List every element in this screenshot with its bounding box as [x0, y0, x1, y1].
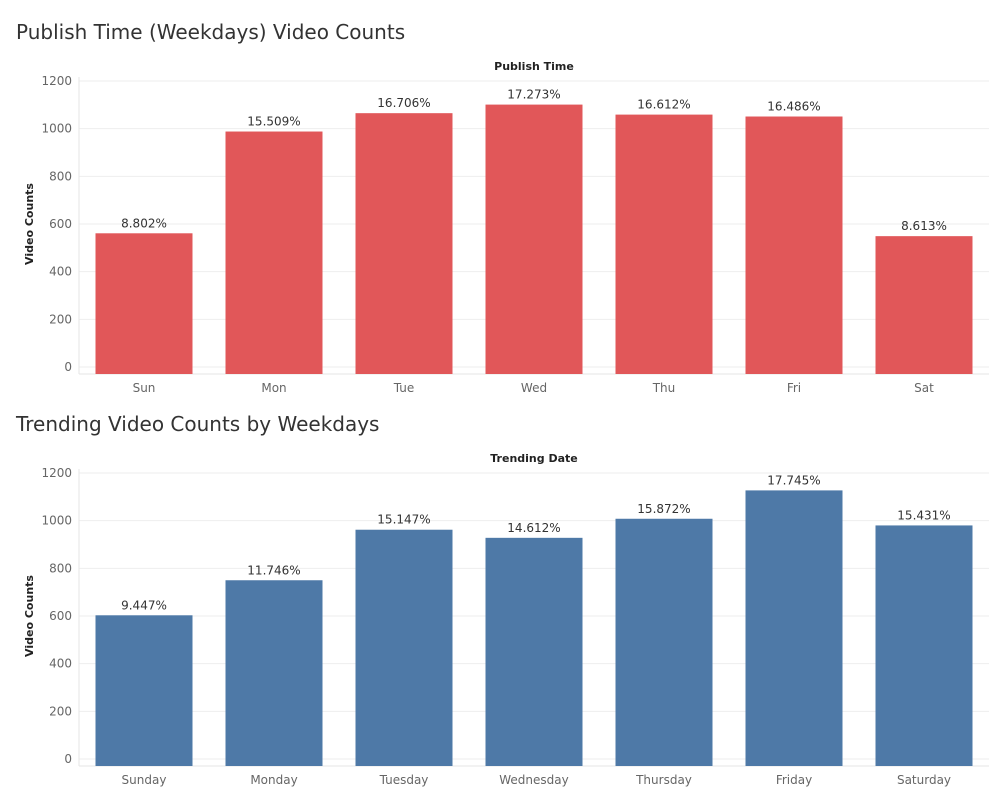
y-axis-label: Video Counts — [23, 183, 36, 265]
x-tick-label: Fri — [787, 381, 801, 395]
chart-2-title: Trending Video Counts by Weekdays — [16, 412, 380, 436]
bar-sat — [875, 236, 973, 374]
x-tick-label: Thursday — [635, 773, 692, 787]
data-label: 15.147% — [377, 513, 430, 527]
data-label: 15.509% — [247, 115, 300, 129]
y-tick-label: 800 — [49, 561, 72, 575]
bar-fri — [745, 116, 843, 375]
data-label: 11.746% — [247, 563, 300, 577]
data-label: 15.872% — [637, 502, 690, 516]
x-tick-label: Wednesday — [499, 773, 568, 787]
y-tick-label: 800 — [49, 169, 72, 183]
bar-thursday — [615, 518, 713, 766]
bar-saturday — [875, 525, 973, 766]
data-label: 17.273% — [507, 88, 560, 102]
y-tick-label: 1000 — [41, 122, 72, 136]
y-tick-label: 1000 — [41, 514, 72, 528]
bar-tuesday — [355, 529, 453, 766]
trending-date-bar-chart: Trending Date Video Counts 0 200 400 600 800 10… — [23, 452, 989, 787]
data-label: 16.612% — [637, 98, 690, 112]
y-tick-label: 600 — [49, 609, 72, 623]
data-label: 9.447% — [121, 598, 167, 612]
data-label: 16.486% — [767, 100, 820, 114]
y-tick-label: 400 — [49, 657, 72, 671]
y-tick-label: 1200 — [41, 466, 72, 480]
publish-time-bar-chart: Publish Time Video Counts 0 200 400 600 800 100… — [23, 60, 989, 395]
x-tick-label: Sunday — [122, 773, 167, 787]
bar-thu — [615, 114, 713, 374]
bar-mon — [225, 131, 323, 374]
x-tick-label: Tuesday — [379, 773, 429, 787]
x-tick-label: Sat — [914, 381, 934, 395]
y-axis-label: Video Counts — [23, 575, 36, 657]
column-header: Publish Time — [494, 60, 574, 73]
y-tick-label: 0 — [64, 752, 72, 766]
y-tick-label: 200 — [49, 704, 72, 718]
y-tick-label: 1200 — [41, 74, 72, 88]
data-label: 8.802% — [121, 216, 167, 230]
x-tick-label: Thu — [652, 381, 676, 395]
x-tick-label: Tue — [393, 381, 415, 395]
bar-tue — [355, 113, 453, 375]
x-tick-label: Monday — [250, 773, 297, 787]
bar-monday — [225, 580, 323, 766]
x-tick-label: Saturday — [897, 773, 951, 787]
bar-sunday — [95, 615, 193, 766]
y-tick-label: 400 — [49, 265, 72, 279]
bar-sun — [95, 233, 193, 374]
column-header: Trending Date — [490, 452, 577, 465]
bar-friday — [745, 490, 843, 766]
data-label: 17.745% — [767, 473, 820, 487]
y-tick-label: 0 — [64, 360, 72, 374]
x-tick-label: Friday — [776, 773, 812, 787]
data-label: 16.706% — [377, 96, 430, 110]
data-label: 15.431% — [897, 508, 950, 522]
data-label: 14.612% — [507, 521, 560, 535]
y-tick-label: 600 — [49, 217, 72, 231]
y-tick-label: 200 — [49, 312, 72, 326]
bar-wed — [485, 104, 583, 374]
bar-wednesday — [485, 537, 583, 766]
x-tick-label: Sun — [133, 381, 156, 395]
data-label: 8.613% — [901, 219, 947, 233]
x-tick-label: Mon — [261, 381, 286, 395]
x-tick-label: Wed — [521, 381, 547, 395]
chart-1-title: Publish Time (Weekdays) Video Counts — [16, 20, 406, 44]
